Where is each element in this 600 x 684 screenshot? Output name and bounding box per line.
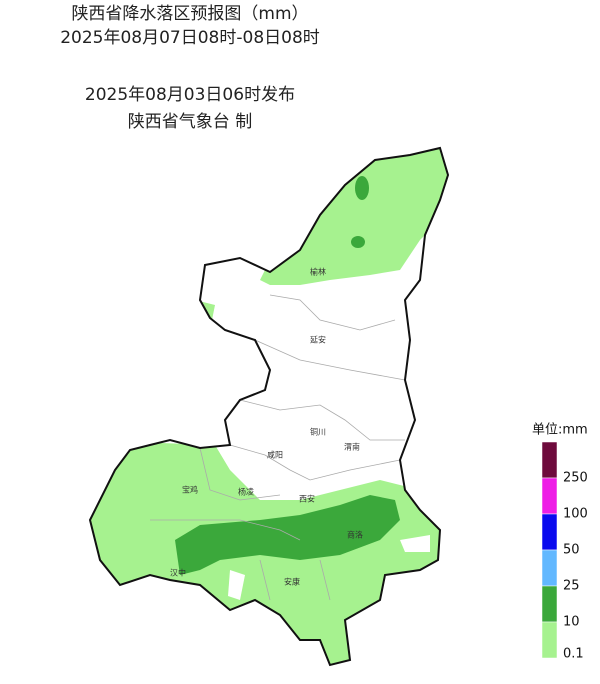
legend-label: 25	[563, 579, 580, 594]
legend-label: 100	[563, 507, 588, 522]
header-line: 陕西省降水落区预报图（mm）	[71, 4, 308, 24]
province-map	[89, 147, 449, 666]
header-line: 2025年08月03日06时发布	[85, 85, 295, 105]
city-label: 铜川	[310, 427, 326, 437]
city-label: 渭南	[344, 442, 360, 452]
city-label: 咸阳	[267, 450, 283, 460]
city-label: 汉中	[170, 568, 186, 578]
city-label: 西安	[299, 494, 315, 504]
legend-swatch	[541, 585, 558, 623]
legend-label: 0.1	[563, 647, 584, 662]
city-label: 榆林	[310, 267, 326, 277]
city-label: 商洛	[347, 530, 363, 540]
legend-swatch	[541, 477, 558, 515]
legend-swatch	[541, 621, 558, 659]
legend-swatch	[541, 513, 558, 551]
city-label: 杨凌	[238, 487, 254, 497]
legend-label: 50	[563, 543, 580, 558]
city-label: 安康	[284, 577, 300, 587]
legend-label: 250	[563, 471, 588, 486]
city-label: 宝鸡	[182, 485, 198, 495]
header-line: 陕西省气象台 制	[128, 112, 252, 132]
legend-title: 单位:mm	[532, 423, 588, 438]
header-line: 2025年08月07日08时-08日08时	[60, 28, 320, 48]
legend-swatch	[541, 441, 558, 479]
legend-swatch	[541, 549, 558, 587]
city-label: 延安	[310, 335, 326, 345]
legend-label: 10	[563, 615, 580, 630]
